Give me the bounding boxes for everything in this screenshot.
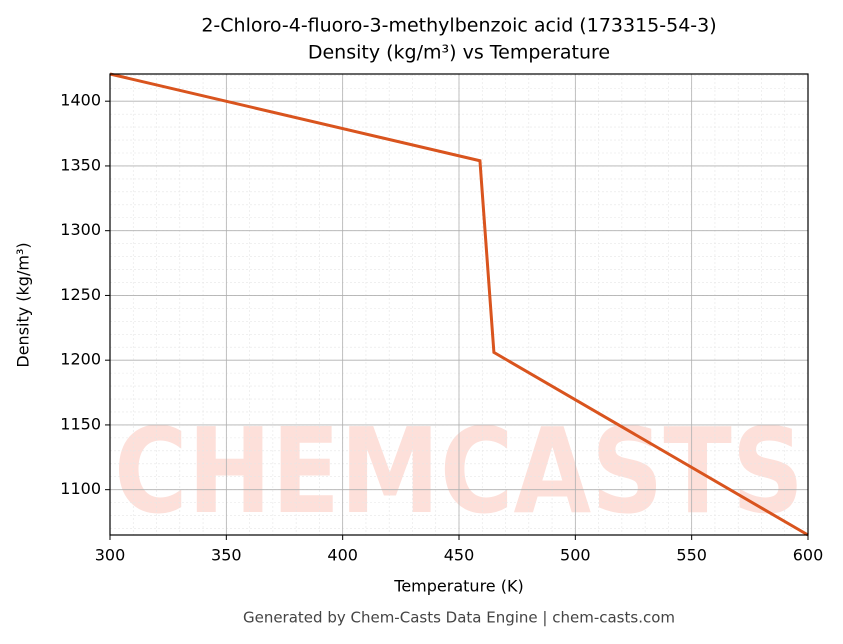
x-tick-label: 350 — [211, 546, 242, 565]
x-tick-label: 450 — [444, 546, 475, 565]
y-tick-label: 1300 — [60, 220, 101, 239]
y-tick-label: 1200 — [60, 350, 101, 369]
chart-subtitle: Density (kg/m³) vs Temperature — [308, 42, 610, 64]
y-axis-label: Density (kg/m³) — [14, 242, 33, 367]
x-tick-label: 600 — [793, 546, 824, 565]
chart-title: 2-Chloro-4-fluoro-3-methylbenzoic acid (… — [201, 15, 716, 37]
x-axis-label: Temperature (K) — [393, 577, 523, 596]
x-tick-label: 300 — [95, 546, 126, 565]
plot-frame — [109, 73, 809, 536]
y-tick-label: 1400 — [60, 91, 101, 110]
x-tick-label: 550 — [676, 546, 707, 565]
data-line — [109, 72, 809, 537]
y-tick-label: 1250 — [60, 285, 101, 304]
y-tick-label: 1350 — [60, 155, 101, 174]
footer: Generated by Chem-Casts Data Engine | ch… — [243, 609, 675, 627]
x-tick-label: 500 — [560, 546, 591, 565]
y-tick-label: 1100 — [60, 479, 101, 498]
x-tick-label: 400 — [327, 546, 358, 565]
y-tick-label: 1150 — [60, 414, 101, 433]
